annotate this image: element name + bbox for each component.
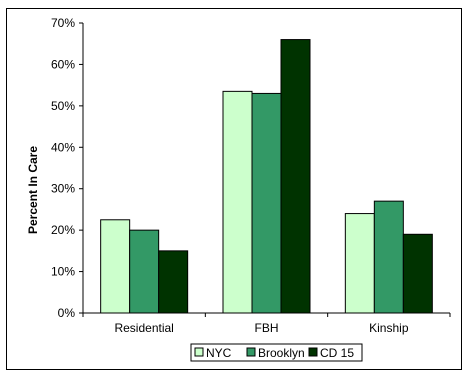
bar-cd-15-residential	[158, 250, 189, 314]
legend-label: Brooklyn	[258, 346, 305, 360]
y-tick-label: 10%	[51, 265, 75, 279]
legend-label: CD 15	[320, 346, 354, 360]
y-tick-label: 50%	[51, 99, 75, 113]
bar-brooklyn-kinship	[373, 200, 404, 314]
y-axis-title: Percent In Care	[26, 146, 40, 234]
x-tick-label: Kinship	[369, 321, 409, 335]
legend-box	[190, 343, 363, 362]
y-tick-label: 60%	[51, 57, 75, 71]
bar-nyc-kinship	[344, 213, 375, 314]
bar-brooklyn-fbh	[251, 92, 282, 314]
y-tick-label: 70%	[51, 16, 75, 30]
x-tick-label: FBH	[255, 321, 279, 335]
y-tick-label: 40%	[51, 140, 75, 154]
y-tick-label: 30%	[51, 182, 75, 196]
x-tick-label: Residential	[114, 321, 173, 335]
legend-label: NYC	[206, 346, 232, 360]
y-tick-label: 0%	[58, 306, 76, 320]
legend-swatch	[246, 347, 256, 357]
bar-nyc-fbh	[222, 90, 253, 314]
bar-brooklyn-residential	[129, 229, 160, 314]
x-tick-labels: Residential FBH Kinship	[114, 321, 408, 335]
legend-swatch	[194, 347, 204, 357]
chart-frame	[6, 8, 462, 370]
y-tick-label: 20%	[51, 223, 75, 237]
bar-nyc-residential	[100, 219, 131, 314]
bar-cd-15-kinship	[402, 233, 433, 314]
y-ticks: 0% 10% 20% 30% 40% 50% 60% 70%	[51, 16, 83, 320]
bar-cd-15-fbh	[280, 39, 311, 314]
bars	[100, 39, 433, 314]
legend: NYC Brooklyn CD 15	[190, 343, 363, 362]
legend-swatch	[308, 347, 318, 357]
